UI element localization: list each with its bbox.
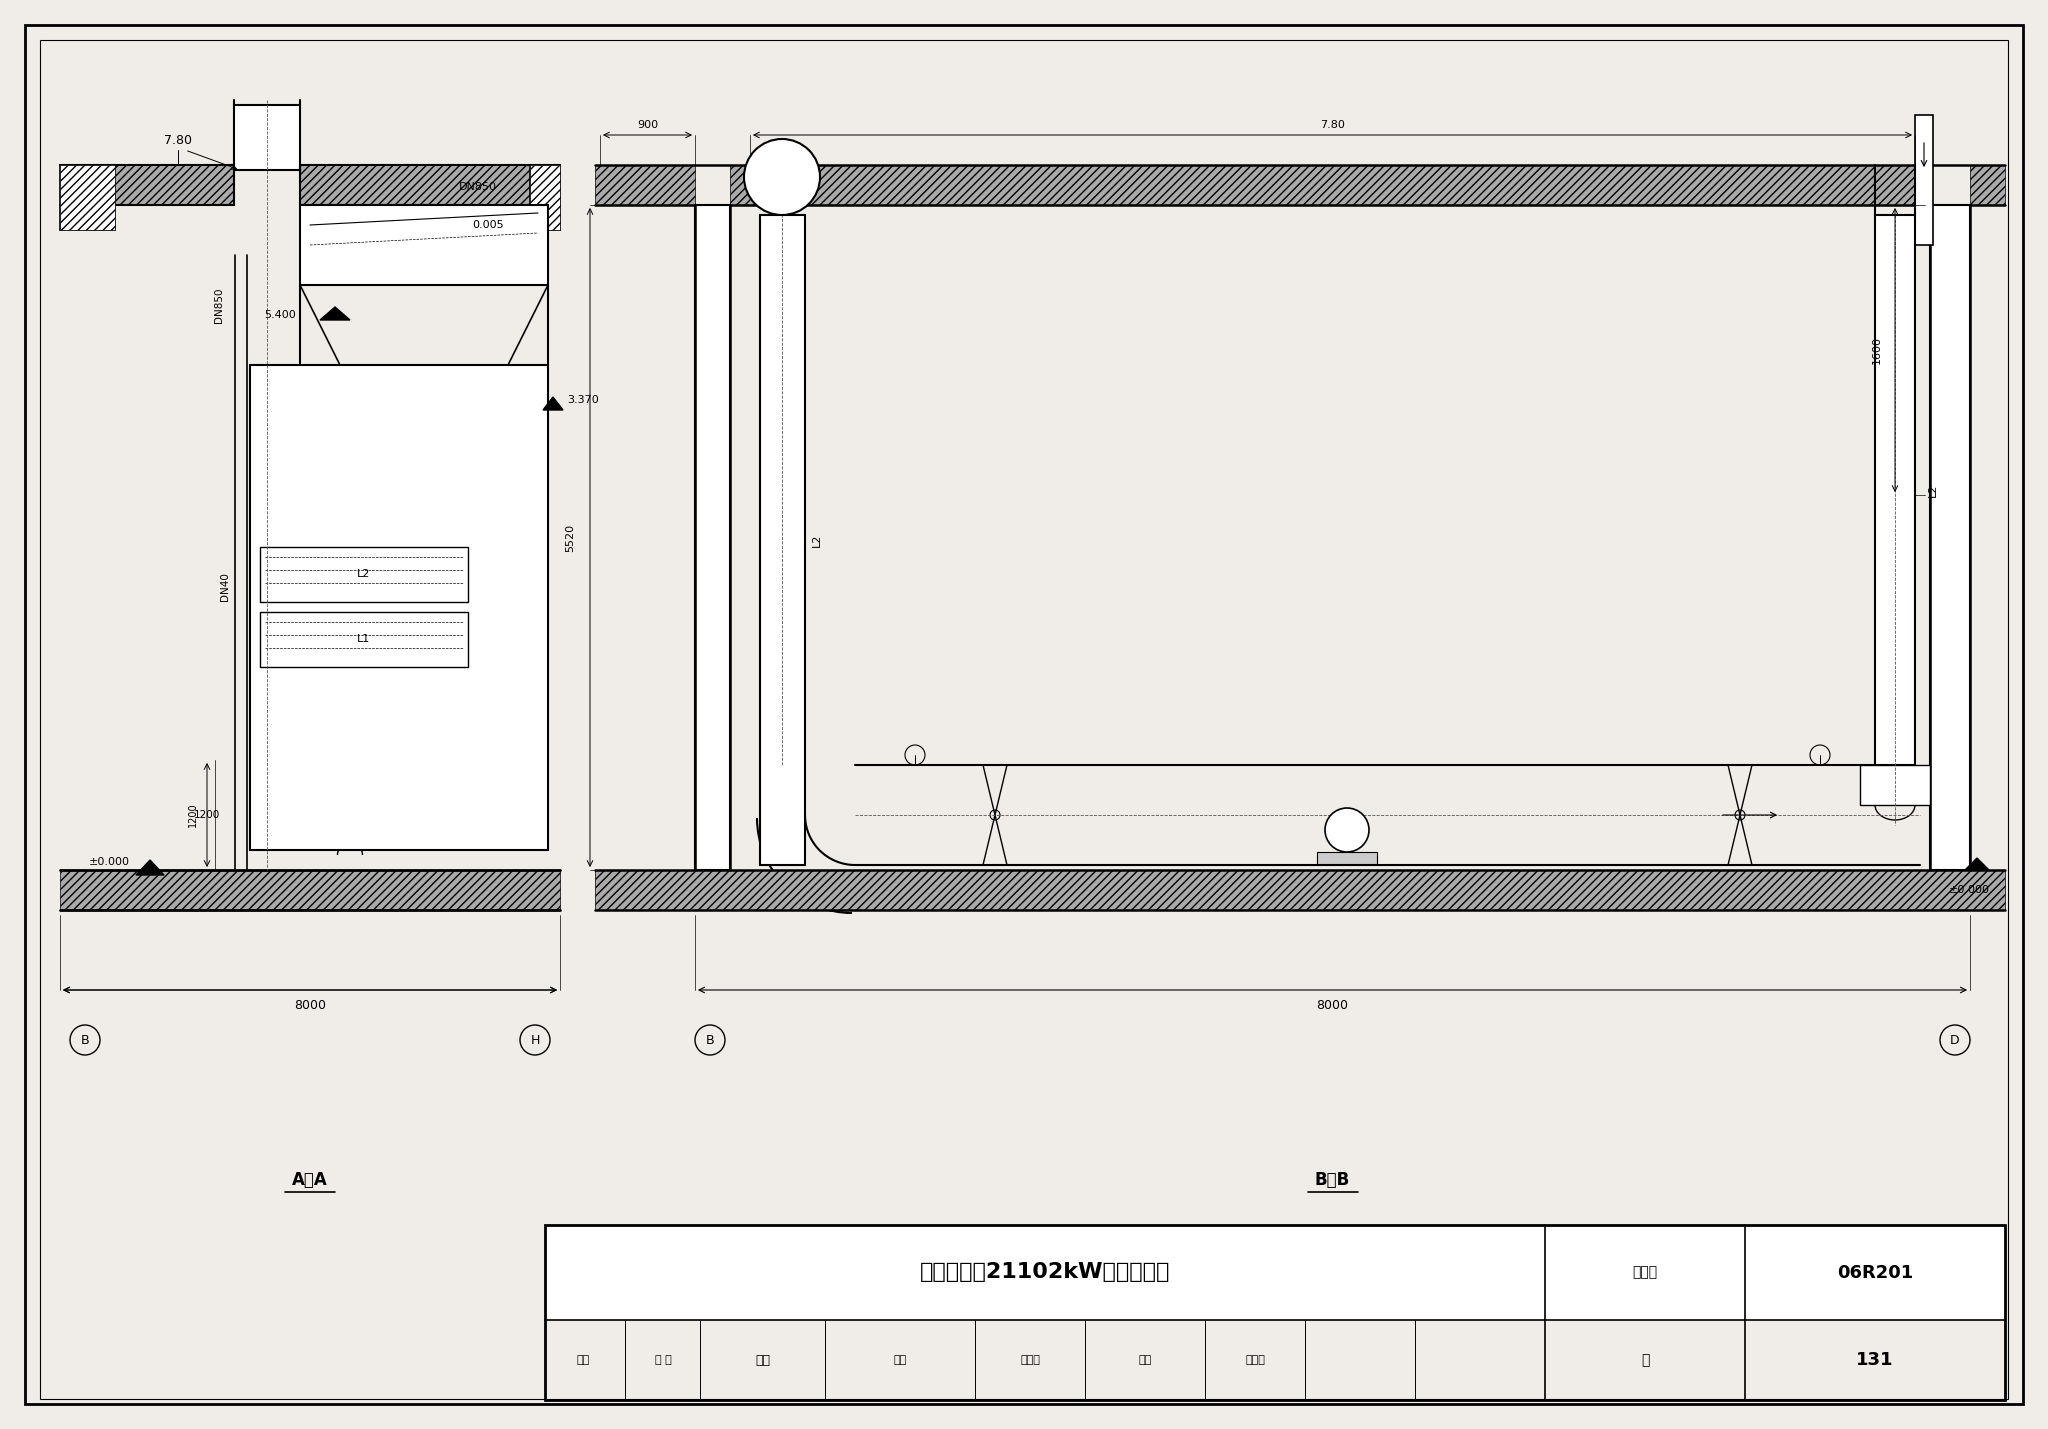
Text: 潘学中: 潘学中 (1245, 1355, 1266, 1365)
Text: 900: 900 (637, 120, 657, 130)
Text: 赵 侠: 赵 侠 (655, 1355, 672, 1365)
Text: L2: L2 (356, 569, 371, 579)
Bar (260, 547, 469, 602)
Text: 页: 页 (1640, 1353, 1649, 1368)
Bar (1317, 852, 1376, 865)
Polygon shape (543, 397, 563, 410)
Text: DN850: DN850 (213, 287, 223, 323)
Circle shape (1325, 807, 1368, 852)
Text: 审核: 审核 (575, 1355, 590, 1365)
Bar (530, 164, 559, 230)
Text: 06R201: 06R201 (1837, 1263, 1913, 1282)
Text: 5.400: 5.400 (264, 310, 295, 320)
Text: DN850: DN850 (459, 181, 498, 191)
Text: 131: 131 (1855, 1350, 1894, 1369)
Text: 田国强: 田国强 (1020, 1355, 1040, 1365)
Bar (1876, 214, 1915, 765)
Text: 7.80: 7.80 (164, 133, 193, 147)
Text: ±0.000: ±0.000 (1950, 885, 1991, 895)
Bar (1929, 204, 1970, 870)
Bar (694, 204, 729, 870)
Text: 校对: 校对 (893, 1355, 907, 1365)
Bar (233, 104, 299, 170)
Bar (299, 204, 549, 284)
Text: L2: L2 (811, 533, 821, 547)
Text: 总装机容量21102kW机房剖面图: 总装机容量21102kW机房剖面图 (920, 1262, 1169, 1282)
Bar (729, 164, 1929, 204)
Polygon shape (1964, 857, 1989, 870)
Text: 图集号: 图集号 (1632, 1266, 1657, 1279)
Bar (530, 164, 559, 230)
Text: 0.005: 0.005 (473, 220, 504, 230)
Bar (250, 364, 549, 850)
Text: 5520: 5520 (565, 523, 575, 552)
Bar (545, 1225, 2005, 1400)
Bar (1860, 765, 1929, 805)
Bar (760, 214, 805, 865)
Bar (1970, 164, 2005, 204)
Text: 8000: 8000 (295, 999, 326, 1012)
Text: 1200: 1200 (188, 803, 199, 827)
Text: L2: L2 (1927, 483, 1937, 497)
Polygon shape (319, 307, 350, 320)
Bar (59, 870, 559, 910)
Text: 1600: 1600 (1872, 336, 1882, 364)
Text: 赵侠: 赵侠 (756, 1353, 770, 1366)
Text: DN40: DN40 (219, 573, 229, 602)
Bar (59, 164, 115, 230)
Text: 1200: 1200 (195, 810, 219, 820)
Text: B－B: B－B (1315, 1170, 1350, 1189)
Bar (260, 612, 469, 667)
Text: ±0.000: ±0.000 (88, 857, 129, 867)
Text: A－A: A－A (293, 1170, 328, 1189)
Bar (299, 164, 559, 204)
Text: B: B (707, 1033, 715, 1046)
Bar (596, 164, 694, 204)
Text: L1: L1 (356, 634, 371, 644)
Bar (59, 164, 233, 204)
Text: H: H (530, 1033, 541, 1046)
Text: D: D (1950, 1033, 1960, 1046)
Text: B: B (80, 1033, 90, 1046)
Text: 设计: 设计 (1139, 1355, 1151, 1365)
Bar (545, 1225, 2005, 1320)
Circle shape (743, 139, 819, 214)
Text: 3.370: 3.370 (567, 394, 598, 404)
Bar (596, 870, 2005, 910)
Polygon shape (135, 860, 164, 875)
Bar (1915, 114, 1933, 244)
Text: 7.80: 7.80 (1321, 120, 1346, 130)
Text: 8000: 8000 (1317, 999, 1348, 1012)
Bar (59, 164, 115, 230)
